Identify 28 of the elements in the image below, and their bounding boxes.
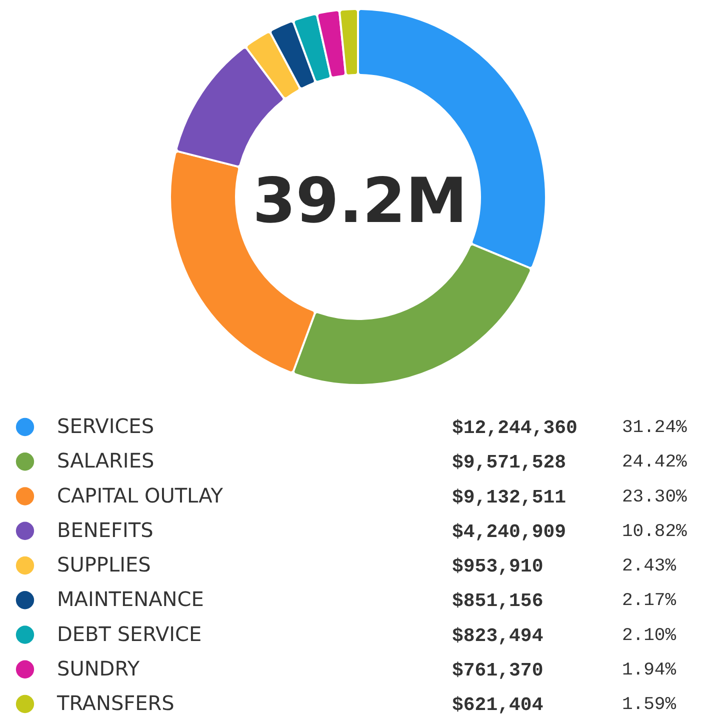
data-label: $9,571,528 — [452, 452, 566, 474]
data-label: $761,370 — [452, 659, 544, 682]
legend-label: SUPPLIES — [57, 552, 151, 576]
text: 31.24% — [622, 418, 688, 438]
legend-label: SALARIES — [57, 448, 154, 473]
text: 1.94% — [622, 660, 676, 680]
text: 10.82% — [622, 522, 688, 542]
data-label: $4,240,909 — [452, 520, 566, 543]
data-label: $953,910 — [452, 556, 544, 578]
data-label: $823,494 — [452, 624, 544, 647]
text: 2.17% — [622, 591, 676, 612]
text: 23.30% — [622, 487, 688, 508]
legend-label: CAPITAL OUTLAY — [57, 483, 224, 508]
legend-label: DEBT SERVICE — [57, 622, 202, 646]
text: 2.43% — [622, 556, 676, 576]
text: 2.10% — [622, 626, 676, 646]
data-label: $9,132,511 — [452, 486, 566, 508]
legend-label: TRANSFERS — [56, 691, 174, 715]
text: 39.2M — [252, 164, 468, 237]
legend-label: SUNDRY — [57, 656, 140, 680]
text: 24.42% — [622, 452, 688, 473]
legend-label: SERVICES — [57, 414, 154, 438]
legend-label: MAINTENANCE — [57, 587, 204, 612]
text: 1.59% — [622, 695, 676, 715]
data-label: $851,156 — [452, 590, 544, 612]
legend-label: BENEFITS — [57, 518, 154, 542]
data-label: $621,404 — [452, 694, 544, 715]
data-label: $12,244,360 — [452, 417, 578, 439]
